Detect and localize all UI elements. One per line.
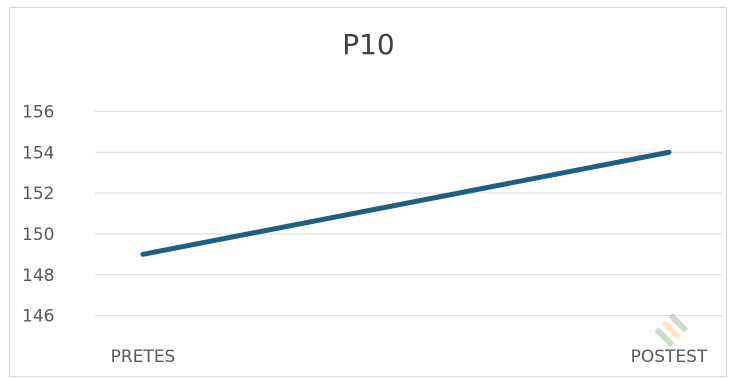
series-line bbox=[140, 149, 672, 257]
y-tick-label: 152 bbox=[22, 184, 54, 204]
y-tick-label: 150 bbox=[22, 225, 54, 245]
x-axis-ticks: PRETES POSTEST bbox=[111, 347, 708, 367]
gridlines bbox=[95, 110, 722, 317]
watermark-logo bbox=[654, 313, 689, 347]
y-tick-label: 148 bbox=[22, 266, 54, 286]
chart-title: P10 bbox=[342, 28, 395, 61]
y-tick-label: 146 bbox=[22, 307, 54, 327]
series-group bbox=[140, 149, 672, 257]
y-tick-label: 154 bbox=[22, 143, 54, 163]
y-axis-ticks: 146 148 150 152 154 156 bbox=[22, 102, 54, 326]
x-tick-label: PRETES bbox=[111, 347, 176, 367]
y-tick-label: 156 bbox=[22, 102, 54, 122]
x-tick-label: POSTEST bbox=[631, 347, 708, 367]
